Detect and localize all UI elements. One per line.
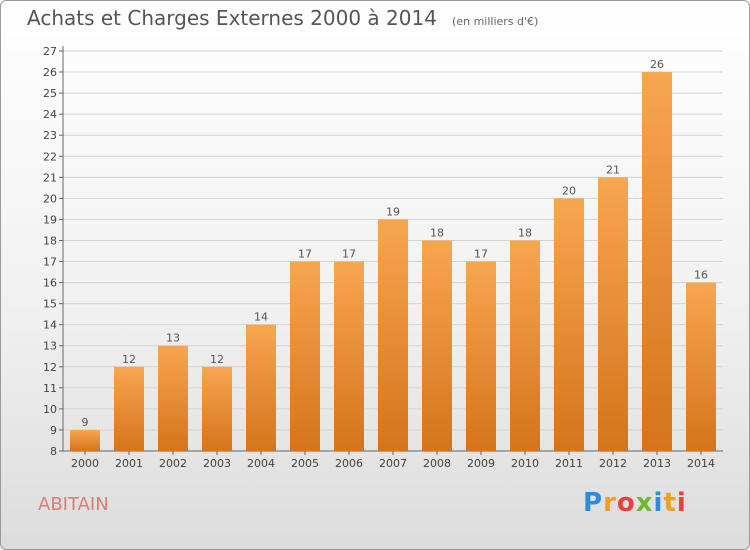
bar-2012 (598, 177, 628, 451)
chart-title: Achats et Charges Externes 2000 à 2014 (27, 6, 437, 30)
y-tick-label: 17 (43, 256, 57, 269)
bar-2004 (246, 324, 276, 451)
x-tick-label: 2002 (159, 457, 187, 470)
bar-2008 (422, 240, 452, 451)
x-tick-label: 2003 (203, 457, 231, 470)
x-tick-label: 2009 (467, 457, 495, 470)
bar-2009 (466, 261, 496, 451)
logo-letter: r (603, 488, 617, 518)
bar-2001 (114, 366, 144, 451)
bar-2013 (642, 72, 672, 451)
proxiti-logo[interactable]: Proxiti (583, 488, 687, 518)
logo-letter: t (663, 488, 677, 518)
data-label: 16 (694, 269, 708, 282)
x-tick-label: 2001 (115, 457, 143, 470)
bar-2010 (510, 240, 540, 451)
x-tick-label: 2000 (71, 457, 99, 470)
data-label: 17 (342, 248, 356, 261)
logo-letter: i (653, 488, 664, 518)
x-tick-label: 2014 (687, 457, 715, 470)
y-tick-label: 11 (43, 382, 57, 395)
x-tick-label: 2013 (643, 457, 671, 470)
data-label: 9 (82, 416, 89, 429)
y-tick-label: 26 (43, 66, 57, 79)
y-tick-label: 27 (43, 45, 57, 58)
bar-2002 (158, 345, 188, 451)
bar-2007 (378, 219, 408, 451)
data-label: 26 (650, 58, 664, 71)
y-tick-label: 15 (43, 298, 57, 311)
y-tick-label: 24 (43, 108, 57, 121)
data-label: 12 (210, 353, 224, 366)
logo-letter: i (676, 488, 687, 518)
y-tick-label: 10 (43, 403, 57, 416)
data-label: 18 (518, 226, 532, 239)
y-tick-label: 16 (43, 277, 57, 290)
x-tick-label: 2007 (379, 457, 407, 470)
y-tick-label: 23 (43, 129, 57, 142)
y-tick-label: 21 (43, 171, 57, 184)
data-label: 20 (562, 184, 576, 197)
bar-2005 (290, 261, 320, 451)
y-tick-label: 22 (43, 150, 57, 163)
x-tick-label: 2006 (335, 457, 363, 470)
data-label: 17 (298, 248, 312, 261)
x-tick-label: 2011 (555, 457, 583, 470)
y-tick-label: 14 (43, 319, 57, 332)
data-label: 21 (606, 163, 620, 176)
logo-letter: x (635, 488, 654, 518)
data-label: 19 (386, 205, 400, 218)
y-tick-label: 13 (43, 340, 57, 353)
x-tick-label: 2012 (599, 457, 627, 470)
logo-letter: o (616, 488, 636, 518)
bar-2014 (686, 282, 716, 451)
bars (70, 72, 716, 451)
y-tick-label: 25 (43, 87, 57, 100)
chart-subtitle: (en milliers d'€) (452, 15, 539, 28)
y-tick-label: 20 (43, 192, 57, 205)
data-label: 14 (254, 311, 268, 324)
data-label: 13 (166, 332, 180, 345)
data-label: 18 (430, 226, 444, 239)
value-labels: 9 12 13 12 14 17 17 19 18 17 18 20 21 26 16 (82, 58, 709, 429)
y-tick-label: 18 (43, 234, 57, 247)
y-tick-label: 9 (50, 424, 57, 437)
x-tick-label: 2008 (423, 457, 451, 470)
bar-2000 (70, 429, 100, 451)
bar-2006 (334, 261, 364, 451)
y-tick-label: 12 (43, 361, 57, 374)
data-label: 17 (474, 248, 488, 261)
y-tick-label: 19 (43, 213, 57, 226)
logo-letter: P (583, 488, 604, 518)
title-block: Achats et Charges Externes 2000 à 2014 (… (27, 6, 538, 30)
bar-2011 (554, 198, 584, 451)
place-name: ABITAIN (38, 494, 109, 515)
y-tick-label: 8 (50, 445, 57, 458)
x-tick-label: 2010 (511, 457, 539, 470)
x-tick-label: 2005 (291, 457, 319, 470)
bar-2003 (202, 366, 232, 451)
data-label: 12 (122, 353, 136, 366)
x-tick-label: 2004 (247, 457, 275, 470)
